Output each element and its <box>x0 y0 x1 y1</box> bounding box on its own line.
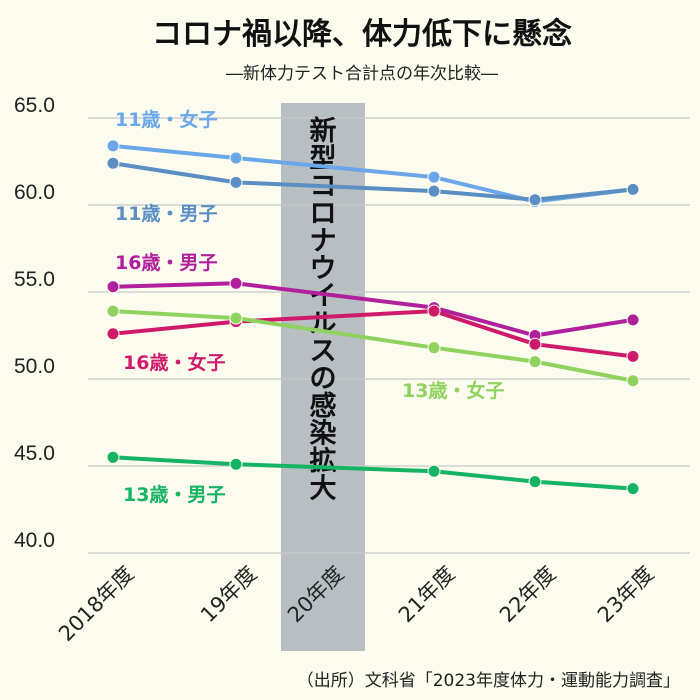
covid-band-char: 新 <box>310 115 337 147</box>
covid-band-char: 拡 <box>310 446 337 477</box>
x-tick-label: 19年度 <box>196 562 262 628</box>
data-point <box>626 349 640 363</box>
covid-band-char: ナ <box>310 226 337 257</box>
data-point <box>626 374 640 388</box>
data-point <box>229 276 243 290</box>
series-label: 11歳・女子 <box>115 108 217 131</box>
data-point <box>528 337 542 351</box>
series-label: 16歳・女子 <box>123 351 225 374</box>
data-point <box>106 304 120 318</box>
data-point <box>528 355 542 369</box>
y-tick-label: 50.0 <box>14 355 55 378</box>
data-point <box>106 156 120 170</box>
data-point <box>229 151 243 165</box>
covid-band-char: の <box>310 364 337 395</box>
y-tick-label: 65.0 <box>14 94 55 117</box>
data-point <box>528 475 542 489</box>
covid-band-label: 新型コロナウイルスの感染拡大 <box>310 115 337 505</box>
y-tick-label: 40.0 <box>14 529 55 552</box>
covid-band-char: ロ <box>310 199 337 230</box>
covid-band-char: ル <box>310 309 337 340</box>
data-point <box>229 175 243 189</box>
series-label: 11歳・男子 <box>115 203 217 225</box>
plot-area: 65.0 60.0 55.0 50.0 45.0 40.0 新型コロナウイルスの感染拡大 11… <box>14 94 690 651</box>
data-point <box>427 170 441 184</box>
covid-band-char: 大 <box>310 474 337 505</box>
data-point <box>427 304 441 318</box>
data-point <box>626 313 640 327</box>
y-tick-label: 55.0 <box>14 268 55 291</box>
y-tick-label: 60.0 <box>14 181 55 204</box>
data-point <box>229 457 243 471</box>
x-tick-label: 21年度 <box>394 562 460 628</box>
data-point <box>427 341 441 355</box>
data-point <box>626 482 640 496</box>
series-line <box>112 161 634 202</box>
series-label: 16歳・男子 <box>115 252 217 274</box>
data-point <box>427 184 441 198</box>
data-point <box>229 311 243 325</box>
data-point <box>106 139 120 153</box>
covid-band-char: ス <box>310 336 337 367</box>
chart-title: コロナ禍以降、体力低下に懸念 <box>152 17 572 52</box>
x-tick-label: 2018年度 <box>54 562 138 646</box>
x-tick-label: 23年度 <box>593 562 659 628</box>
data-point <box>427 464 441 478</box>
y-tick-label: 45.0 <box>14 442 55 465</box>
covid-band <box>281 103 365 651</box>
source-note: （出所）文科省「2023年度体力・運動能力調査」 <box>297 671 680 691</box>
data-point <box>106 327 120 341</box>
series-label: 13歳・女子 <box>402 379 504 402</box>
covid-band-char: 感 <box>310 390 337 422</box>
chart-subtitle: ―新体力テスト合計点の年次比較― <box>226 64 498 84</box>
x-tick-label: 22年度 <box>495 562 561 628</box>
data-point <box>106 280 120 294</box>
data-point <box>528 193 542 207</box>
covid-band-char: 染 <box>310 419 337 450</box>
data-point <box>106 450 120 464</box>
series-label: 13歳・男子 <box>123 484 225 506</box>
covid-band-char: 型 <box>310 144 337 175</box>
data-point <box>626 182 640 196</box>
covid-band-char: ウ <box>310 254 337 285</box>
